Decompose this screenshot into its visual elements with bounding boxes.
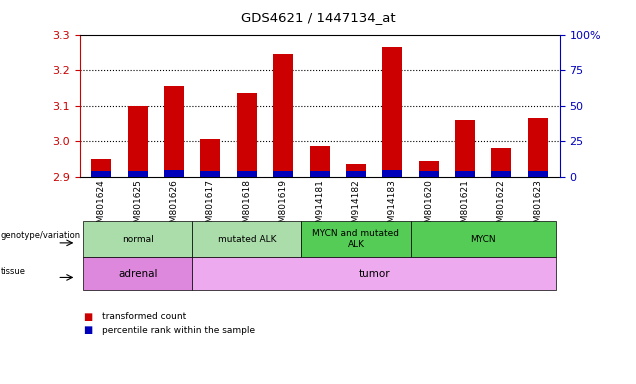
Bar [346,164,366,177]
Bar [528,118,548,177]
Text: GDS4621 / 1447134_at: GDS4621 / 1447134_at [240,12,396,25]
Text: ■: ■ [83,312,92,322]
Bar [346,171,366,177]
Bar [455,171,475,177]
Bar [128,106,148,177]
Text: transformed count: transformed count [102,312,186,321]
Bar [164,170,184,177]
Text: MYCN: MYCN [471,235,496,243]
Bar [273,171,293,177]
Bar [492,148,511,177]
Bar [382,170,403,177]
Text: normal: normal [122,235,153,243]
Bar [164,86,184,177]
Bar [310,171,329,177]
Text: mutated ALK: mutated ALK [218,235,276,243]
Bar [418,171,439,177]
Text: ■: ■ [83,325,92,335]
Bar [237,93,257,177]
Bar [237,171,257,177]
Bar [310,146,329,177]
Bar [455,120,475,177]
Bar [200,171,221,177]
Bar [492,171,511,177]
Text: MYCN and mutated
ALK: MYCN and mutated ALK [312,229,399,249]
Text: tumor: tumor [358,268,390,279]
Text: adrenal: adrenal [118,268,158,279]
Bar [200,139,221,177]
Text: percentile rank within the sample: percentile rank within the sample [102,326,255,335]
Bar [273,54,293,177]
Bar [92,171,111,177]
Text: tissue: tissue [1,267,25,276]
Bar [382,47,403,177]
Bar [92,159,111,177]
Bar [128,171,148,177]
Bar [418,161,439,177]
Text: genotype/variation: genotype/variation [1,231,81,240]
Bar [528,171,548,177]
